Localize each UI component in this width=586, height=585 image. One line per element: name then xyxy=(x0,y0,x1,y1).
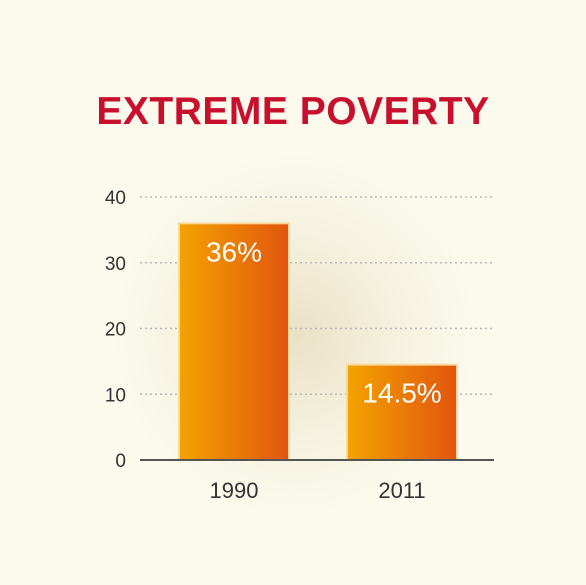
data-label: 14.5% xyxy=(362,378,441,409)
x-tick-label: 2011 xyxy=(378,478,425,503)
y-tick-label: 20 xyxy=(105,320,126,341)
y-axis-ticks: 0 10 20 30 40 xyxy=(105,188,126,472)
x-tick-label: 1990 xyxy=(210,478,259,503)
x-axis-labels: 1990 2011 xyxy=(210,478,426,503)
data-labels: 36% 14.5% xyxy=(206,236,442,408)
y-tick-label: 40 xyxy=(105,188,126,209)
data-label: 36% xyxy=(206,236,262,267)
y-tick-label: 10 xyxy=(105,385,126,406)
bar-1990 xyxy=(178,222,290,461)
y-tick-label: 0 xyxy=(115,451,126,472)
y-tick-label: 30 xyxy=(105,254,126,275)
bars xyxy=(178,222,458,462)
chart-title: EXTREME POVERTY xyxy=(96,90,490,133)
bar-2011 xyxy=(346,363,458,462)
